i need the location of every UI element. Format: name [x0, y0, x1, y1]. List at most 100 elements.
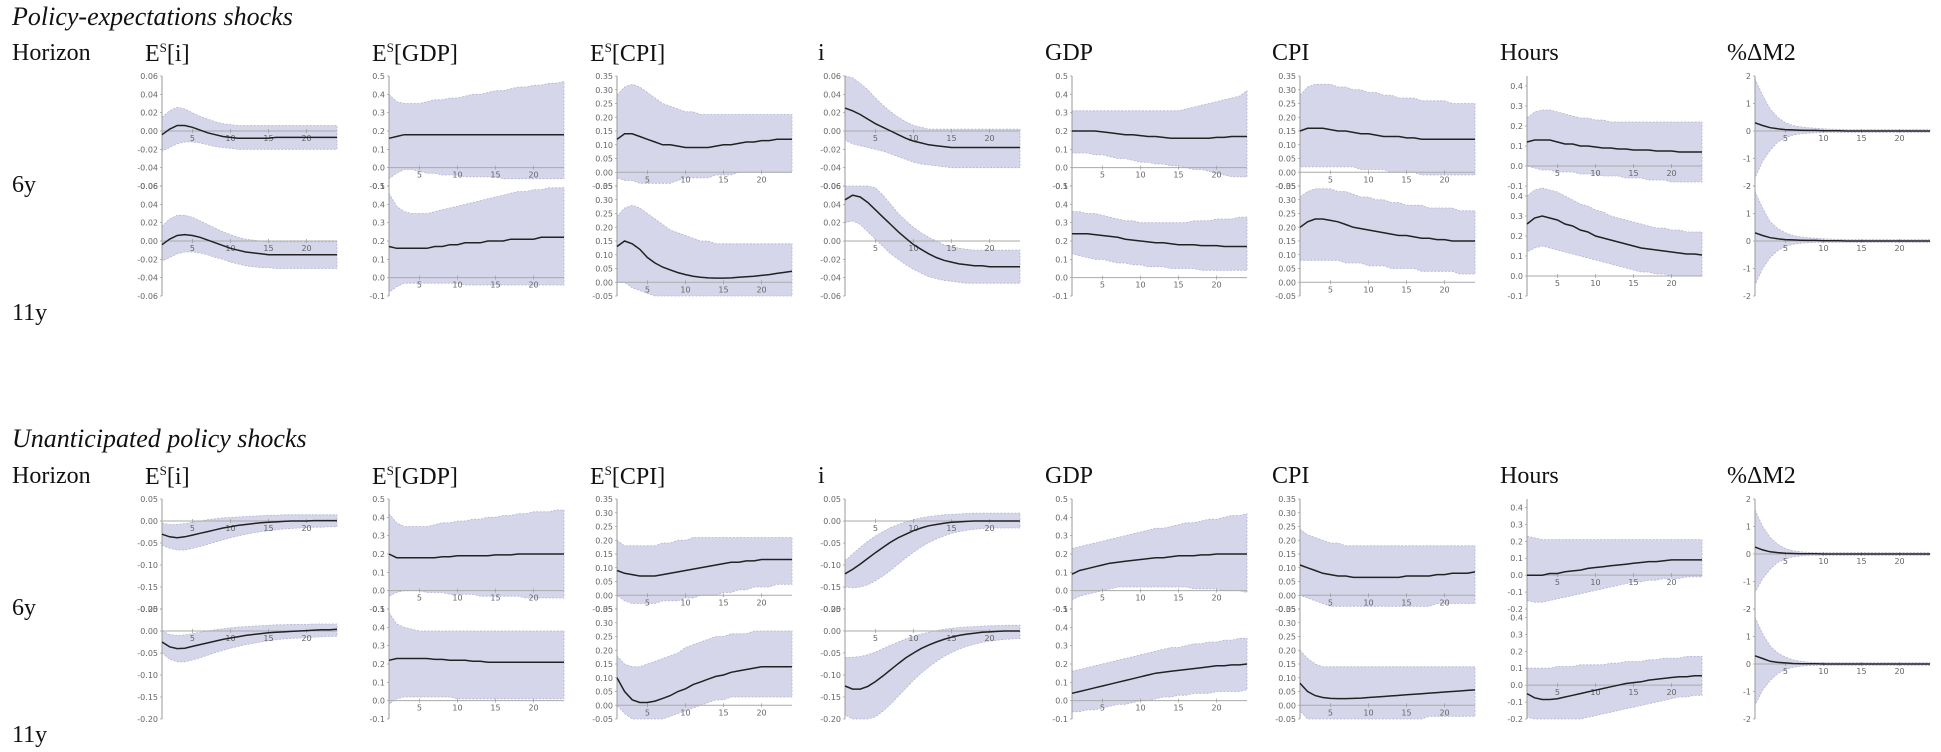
- x-tick-label: 20: [1211, 171, 1221, 180]
- y-tick-label: 0.05: [595, 155, 613, 164]
- y-tick-label: 0.30: [595, 196, 613, 205]
- y-tick-label: 0.10: [595, 564, 613, 573]
- y-tick-label: 0.25: [595, 523, 613, 532]
- y-tick-label: -0.1: [1052, 292, 1068, 301]
- y-tick-label: -2: [1743, 605, 1751, 614]
- y-tick-label: 0.5: [372, 72, 385, 81]
- response-line: [1526, 675, 1702, 701]
- y-tick-label: 0.20: [595, 536, 613, 545]
- x-tick-label: 10: [1818, 557, 1828, 566]
- confidence-band: [844, 624, 1021, 720]
- response-line: [1299, 682, 1476, 700]
- x-tick-label: 10: [680, 598, 690, 607]
- y-tick-label: 0.00: [595, 168, 613, 177]
- x-tick-label: 20: [1894, 557, 1904, 566]
- y-tick-label: 0.05: [140, 495, 158, 504]
- x-tick-label: 5: [190, 244, 195, 253]
- y-tick-label: 0.1: [1055, 678, 1068, 687]
- y-tick-label: 0.30: [595, 86, 613, 95]
- y-tick-label: 0.5: [1055, 182, 1068, 191]
- y-tick-label: 2: [1746, 72, 1751, 81]
- confidence-band: [1754, 191, 1931, 286]
- y-tick-label: 0.15: [595, 550, 613, 559]
- y-tick-label: 1: [1746, 100, 1751, 109]
- y-tick-label: -0.06: [820, 182, 841, 191]
- y-tick-label: 0.3: [372, 219, 385, 228]
- y-tick-label: -0.15: [820, 693, 841, 702]
- response-line: [388, 133, 564, 140]
- confidence-band: [844, 75, 1021, 169]
- x-tick-label: 20: [528, 171, 538, 180]
- response-line: [161, 233, 337, 256]
- y-tick-label: 0.4: [1055, 90, 1068, 99]
- x-tick-label: 10: [1363, 598, 1373, 607]
- confidence-band: [1299, 528, 1476, 607]
- y-tick-label: 0.0: [372, 697, 385, 706]
- column-header-hours: Hours: [1500, 40, 1559, 66]
- x-tick-label: 5: [1100, 704, 1105, 713]
- column-header-gdp: GDP: [1045, 40, 1094, 66]
- y-tick-label: 0.1: [1055, 145, 1068, 154]
- x-tick-label: 10: [1135, 281, 1145, 290]
- y-tick-label: -0.1: [369, 605, 385, 614]
- x-tick-label: 5: [1555, 169, 1560, 178]
- y-tick-label: 0.2: [1510, 647, 1523, 656]
- y-tick-label: 0.1: [372, 145, 385, 154]
- y-tick-label: 0.10: [1278, 674, 1296, 683]
- y-tick-label: 0.2: [372, 550, 385, 559]
- y-tick-label: -0.1: [1052, 715, 1068, 724]
- y-tick-label: 0.25: [1278, 210, 1296, 219]
- y-tick-label: 0.0: [1055, 274, 1068, 283]
- y-tick-label: 0.02: [823, 109, 841, 118]
- y-tick-label: 0.2: [1055, 660, 1068, 669]
- x-tick-label: 20: [301, 244, 311, 253]
- x-tick-label: 10: [1590, 169, 1600, 178]
- y-tick-label: 0.30: [595, 509, 613, 518]
- y-tick-label: 0.30: [1278, 86, 1296, 95]
- y-tick-label: 0.2: [1510, 232, 1523, 241]
- x-tick-label: 15: [490, 171, 500, 180]
- y-tick-label: 0.0: [372, 164, 385, 173]
- confidence-band: [616, 83, 793, 184]
- y-tick-label: 0.25: [595, 210, 613, 219]
- x-tick-label: 20: [1439, 175, 1449, 184]
- y-tick-label: -0.05: [592, 715, 613, 724]
- y-tick-label: 0.05: [140, 605, 158, 614]
- x-tick-label: 20: [1666, 279, 1676, 288]
- y-tick-label: 0.30: [595, 619, 613, 628]
- x-tick-label: 15: [490, 594, 500, 603]
- column-header-es-gdp: ES[GDP]: [372, 463, 458, 490]
- y-tick-label: 0: [1746, 660, 1751, 669]
- horizon-label: Horizon: [12, 463, 91, 489]
- y-tick-label: -0.15: [137, 693, 158, 702]
- y-tick-label: 0.00: [823, 517, 841, 526]
- confidence-band: [1071, 211, 1248, 271]
- y-tick-label: 0.15: [1278, 550, 1296, 559]
- confidence-band: [1071, 637, 1248, 713]
- confidence-band: [616, 630, 793, 720]
- y-tick-label: -0.02: [820, 255, 841, 264]
- y-tick-label: 0.20: [1278, 536, 1296, 545]
- confidence-band: [1526, 109, 1703, 183]
- x-tick-label: 5: [417, 171, 422, 180]
- x-tick-label: 5: [190, 634, 195, 643]
- y-tick-label: 0.15: [595, 660, 613, 669]
- confidence-band: [161, 214, 338, 269]
- column-header-cpi: CPI: [1272, 40, 1310, 66]
- y-tick-label: -0.06: [137, 292, 158, 301]
- column-header-cpi: CPI: [1272, 463, 1310, 489]
- y-tick-label: 0.04: [140, 90, 158, 99]
- y-tick-label: 0.2: [1055, 127, 1068, 136]
- x-tick-label: 5: [1100, 281, 1105, 290]
- y-tick-label: 1: [1746, 523, 1751, 532]
- x-tick-label: 10: [1818, 134, 1828, 143]
- x-tick-label: 15: [1173, 704, 1183, 713]
- y-tick-label: -0.1: [1052, 605, 1068, 614]
- y-tick-label: -0.1: [369, 182, 385, 191]
- y-tick-label: 0.4: [1055, 623, 1068, 632]
- y-tick-label: 0.00: [140, 127, 158, 136]
- y-tick-label: -0.10: [137, 671, 158, 680]
- x-tick-label: 5: [1783, 134, 1788, 143]
- horizon-label: Horizon: [12, 40, 91, 66]
- y-tick-label: -0.06: [137, 182, 158, 191]
